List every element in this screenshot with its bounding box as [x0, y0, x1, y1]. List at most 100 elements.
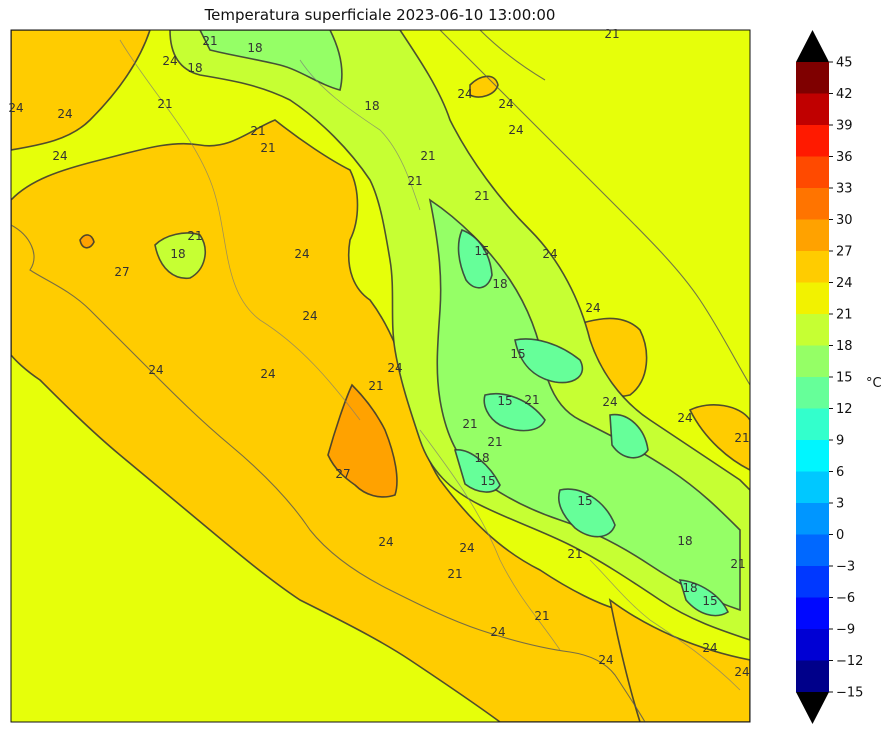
contour-label: 24 [57, 107, 72, 121]
regional-borders [119, 39, 741, 691]
contour-label: 24 [490, 625, 505, 639]
colorbar-tick-label: −12 [836, 654, 863, 669]
contour-label: 24 [52, 149, 67, 163]
contour-label: 24 [378, 535, 393, 549]
contour-label: 18 [364, 99, 379, 113]
colorbar-tick-label: −15 [836, 686, 863, 701]
contour-label: 24 [734, 665, 749, 679]
colorbar-tick-label: 39 [836, 119, 853, 134]
colorbar-swatch [796, 629, 829, 661]
colorbar-tick-label: 42 [836, 87, 853, 102]
map-frame [10, 29, 751, 723]
contour-label: 21 [487, 435, 502, 449]
colorbar-tick-label: 18 [836, 339, 853, 354]
contour-label: 24 [508, 123, 523, 137]
contour-label: 21 [734, 431, 749, 445]
colorbar-swatch [796, 188, 829, 220]
contour-label: 24 [148, 363, 163, 377]
contour-label: 18 [187, 61, 202, 75]
contour-label: 21 [368, 379, 383, 393]
hot-zone-27-30 [79, 234, 398, 498]
contour-label: 24 [457, 87, 472, 101]
contour-label: 21 [202, 34, 217, 48]
colorbar-tick-label: −6 [836, 591, 855, 606]
contour-label: 21 [534, 609, 549, 623]
colorbar-swatch [796, 219, 829, 252]
contour-label: 21 [157, 97, 172, 111]
colorbar-overflow-triangle [796, 30, 829, 62]
contour-label: 15 [474, 244, 489, 258]
colorbar-swatch [796, 345, 829, 378]
contour-label: 21 [524, 393, 539, 407]
contour-label: 24 [602, 395, 617, 409]
contour-label: 15 [702, 594, 717, 608]
colorbar-tick-label: 45 [836, 56, 853, 71]
contour-label: 27 [335, 467, 350, 481]
contour-label: 24 [702, 641, 717, 655]
colorbar-tick-label: 6 [836, 465, 844, 480]
map-title: Temperatura superficiale 2023-06-10 13:0… [204, 6, 556, 24]
colorbar-swatch [796, 125, 829, 157]
contour-label: 18 [682, 581, 697, 595]
contour-label: 15 [510, 347, 525, 361]
colorbar-tick-label: 33 [836, 182, 853, 197]
colorbar-tick-label: 27 [836, 245, 853, 260]
contour-label: 18 [492, 277, 507, 291]
contour-label: 24 [302, 309, 317, 323]
coastline [11, 30, 750, 722]
colorbar-tick-label: 3 [836, 497, 844, 512]
contour-label: 21 [730, 557, 745, 571]
colorbar-swatch [796, 440, 829, 472]
colorbar-tick-label: 24 [836, 276, 853, 291]
contour-label: 21 [474, 189, 489, 203]
colorbar-swatch [796, 314, 829, 346]
colorbar-tick-label: −9 [836, 623, 855, 638]
colorbar-tick-label: 30 [836, 213, 853, 228]
contour-label: 21 [447, 567, 462, 581]
contour-label: 15 [497, 394, 512, 408]
colorbar-swatch [796, 471, 829, 504]
colorbar-tick-label: 12 [836, 402, 853, 417]
colorbar-tick-label: 15 [836, 371, 853, 386]
colorbar-tick-label: 36 [836, 150, 853, 165]
contour-label: 21 [250, 124, 265, 138]
contour-label: 24 [294, 247, 309, 261]
contour-label: 15 [480, 474, 495, 488]
contour-label: 24 [598, 653, 613, 667]
colorbar-swatch [796, 62, 829, 94]
cold-zone-12-15 [453, 228, 730, 617]
contour-label: 18 [247, 41, 262, 55]
colorbar-tick-label: −3 [836, 560, 855, 575]
contour-label: 18 [677, 534, 692, 548]
colorbar-swatch [796, 566, 829, 598]
colorbar-swatch [796, 282, 829, 315]
colorbar-swatch [796, 251, 829, 283]
colorbar-tick-label: 21 [836, 308, 853, 323]
colorbar-swatch [796, 534, 829, 567]
colorbar-swatch [796, 377, 829, 409]
contour-label: 24 [542, 247, 557, 261]
colorbar-unit: °C [866, 376, 882, 391]
contour-label: 18 [474, 451, 489, 465]
contour-label: 27 [114, 265, 129, 279]
contour-label: 24 [387, 361, 402, 375]
contour-label: 24 [677, 411, 692, 425]
colorbar-swatch [796, 660, 829, 693]
contour-label: 21 [604, 27, 619, 41]
colorbar-swatch [796, 408, 829, 441]
contour-label: 21 [407, 174, 422, 188]
contour-label: 21 [187, 229, 202, 243]
colorbar-swatch [796, 597, 829, 630]
colorbar-swatch [796, 93, 829, 126]
colorbar-tick-label: 0 [836, 528, 844, 543]
contour-label: 24 [8, 101, 23, 115]
contour-label: 24 [498, 97, 513, 111]
contour-label: 24 [585, 301, 600, 315]
contour-label: 21 [567, 547, 582, 561]
contour-label: 24 [459, 541, 474, 555]
contour-label: 21 [462, 417, 477, 431]
contour-label: 24 [162, 54, 177, 68]
colorbar-tick-label: 9 [836, 434, 844, 449]
